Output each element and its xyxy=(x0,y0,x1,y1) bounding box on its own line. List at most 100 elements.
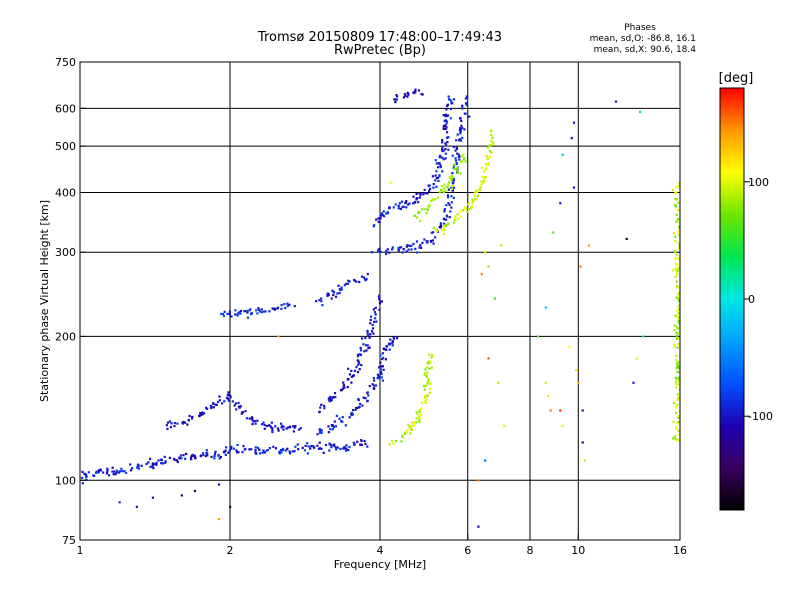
data-point xyxy=(99,469,102,472)
data-point xyxy=(675,354,678,357)
data-point xyxy=(343,445,346,449)
data-point xyxy=(320,403,323,406)
data-point xyxy=(299,427,302,430)
data-point xyxy=(443,119,446,122)
data-point xyxy=(237,401,240,404)
data-point xyxy=(125,471,128,474)
data-point xyxy=(355,406,359,410)
data-point xyxy=(438,174,441,177)
data-point xyxy=(256,446,260,449)
data-point xyxy=(306,442,309,445)
data-point xyxy=(467,202,471,205)
data-point xyxy=(394,203,397,206)
x-axis-label: Frequency [MHz] xyxy=(334,558,426,571)
data-point xyxy=(425,398,428,401)
data-point xyxy=(391,341,394,344)
data-point xyxy=(303,449,306,452)
data-point xyxy=(334,396,337,399)
data-point xyxy=(359,443,362,446)
data-point xyxy=(443,210,446,213)
x-tick-label: 2 xyxy=(227,544,234,557)
data-point xyxy=(412,421,415,424)
data-point xyxy=(322,451,325,454)
data-point xyxy=(572,186,576,189)
data-point xyxy=(442,124,445,128)
data-point xyxy=(465,103,468,106)
data-point xyxy=(445,204,448,207)
data-point xyxy=(438,191,441,194)
data-point xyxy=(412,202,415,205)
data-point xyxy=(365,349,368,352)
data-point xyxy=(291,450,294,453)
data-point xyxy=(222,314,226,317)
data-point xyxy=(441,170,444,173)
data-point xyxy=(473,194,476,197)
data-point xyxy=(401,434,404,437)
data-point xyxy=(240,412,243,415)
data-point xyxy=(95,471,98,474)
data-point xyxy=(420,93,423,96)
data-point xyxy=(348,416,351,419)
data-point xyxy=(678,300,680,303)
data-point xyxy=(447,148,450,151)
data-point xyxy=(677,383,680,386)
data-point xyxy=(459,117,462,120)
data-point xyxy=(209,404,213,407)
data-point xyxy=(446,136,449,139)
data-point xyxy=(271,428,274,432)
data-point xyxy=(202,452,205,455)
data-point xyxy=(151,465,154,468)
data-point xyxy=(674,382,678,385)
data-point xyxy=(450,102,453,105)
data-point xyxy=(326,292,329,295)
data-point xyxy=(488,150,491,153)
data-point xyxy=(339,288,342,291)
data-point xyxy=(464,160,467,163)
data-point xyxy=(676,271,679,274)
data-point xyxy=(312,445,315,448)
data-points xyxy=(80,88,680,528)
data-point xyxy=(386,211,389,214)
data-point xyxy=(272,445,275,448)
data-point xyxy=(405,431,409,434)
data-point xyxy=(412,242,415,246)
data-point xyxy=(358,280,361,284)
data-point xyxy=(345,447,348,450)
data-point xyxy=(676,377,679,381)
data-point xyxy=(369,318,372,322)
data-point xyxy=(334,446,337,449)
data-point xyxy=(674,268,678,271)
data-point xyxy=(414,88,417,91)
data-point xyxy=(465,207,468,210)
data-point xyxy=(381,214,384,217)
data-point xyxy=(223,400,226,403)
data-point xyxy=(675,191,678,194)
data-point xyxy=(332,294,335,297)
data-point xyxy=(168,456,171,459)
data-point xyxy=(676,371,679,374)
data-point xyxy=(276,427,280,430)
y-tick-label: 600 xyxy=(55,102,76,115)
data-point xyxy=(470,205,473,208)
data-point xyxy=(414,200,417,204)
data-point xyxy=(230,447,233,450)
data-point xyxy=(400,440,403,443)
data-point xyxy=(218,399,221,402)
data-point xyxy=(357,398,360,401)
data-point xyxy=(360,364,363,367)
data-point xyxy=(378,221,381,224)
data-point xyxy=(446,185,450,188)
data-point xyxy=(366,399,369,402)
data-point xyxy=(206,452,209,455)
data-point xyxy=(226,312,229,315)
x-tick-label: 16 xyxy=(673,544,687,557)
data-point xyxy=(406,203,410,206)
data-point xyxy=(454,215,457,218)
data-point xyxy=(334,295,338,298)
data-point xyxy=(410,248,413,251)
data-point xyxy=(425,374,428,377)
data-point xyxy=(447,196,450,199)
data-point xyxy=(229,505,232,508)
data-point xyxy=(676,346,679,349)
data-point xyxy=(190,417,194,420)
